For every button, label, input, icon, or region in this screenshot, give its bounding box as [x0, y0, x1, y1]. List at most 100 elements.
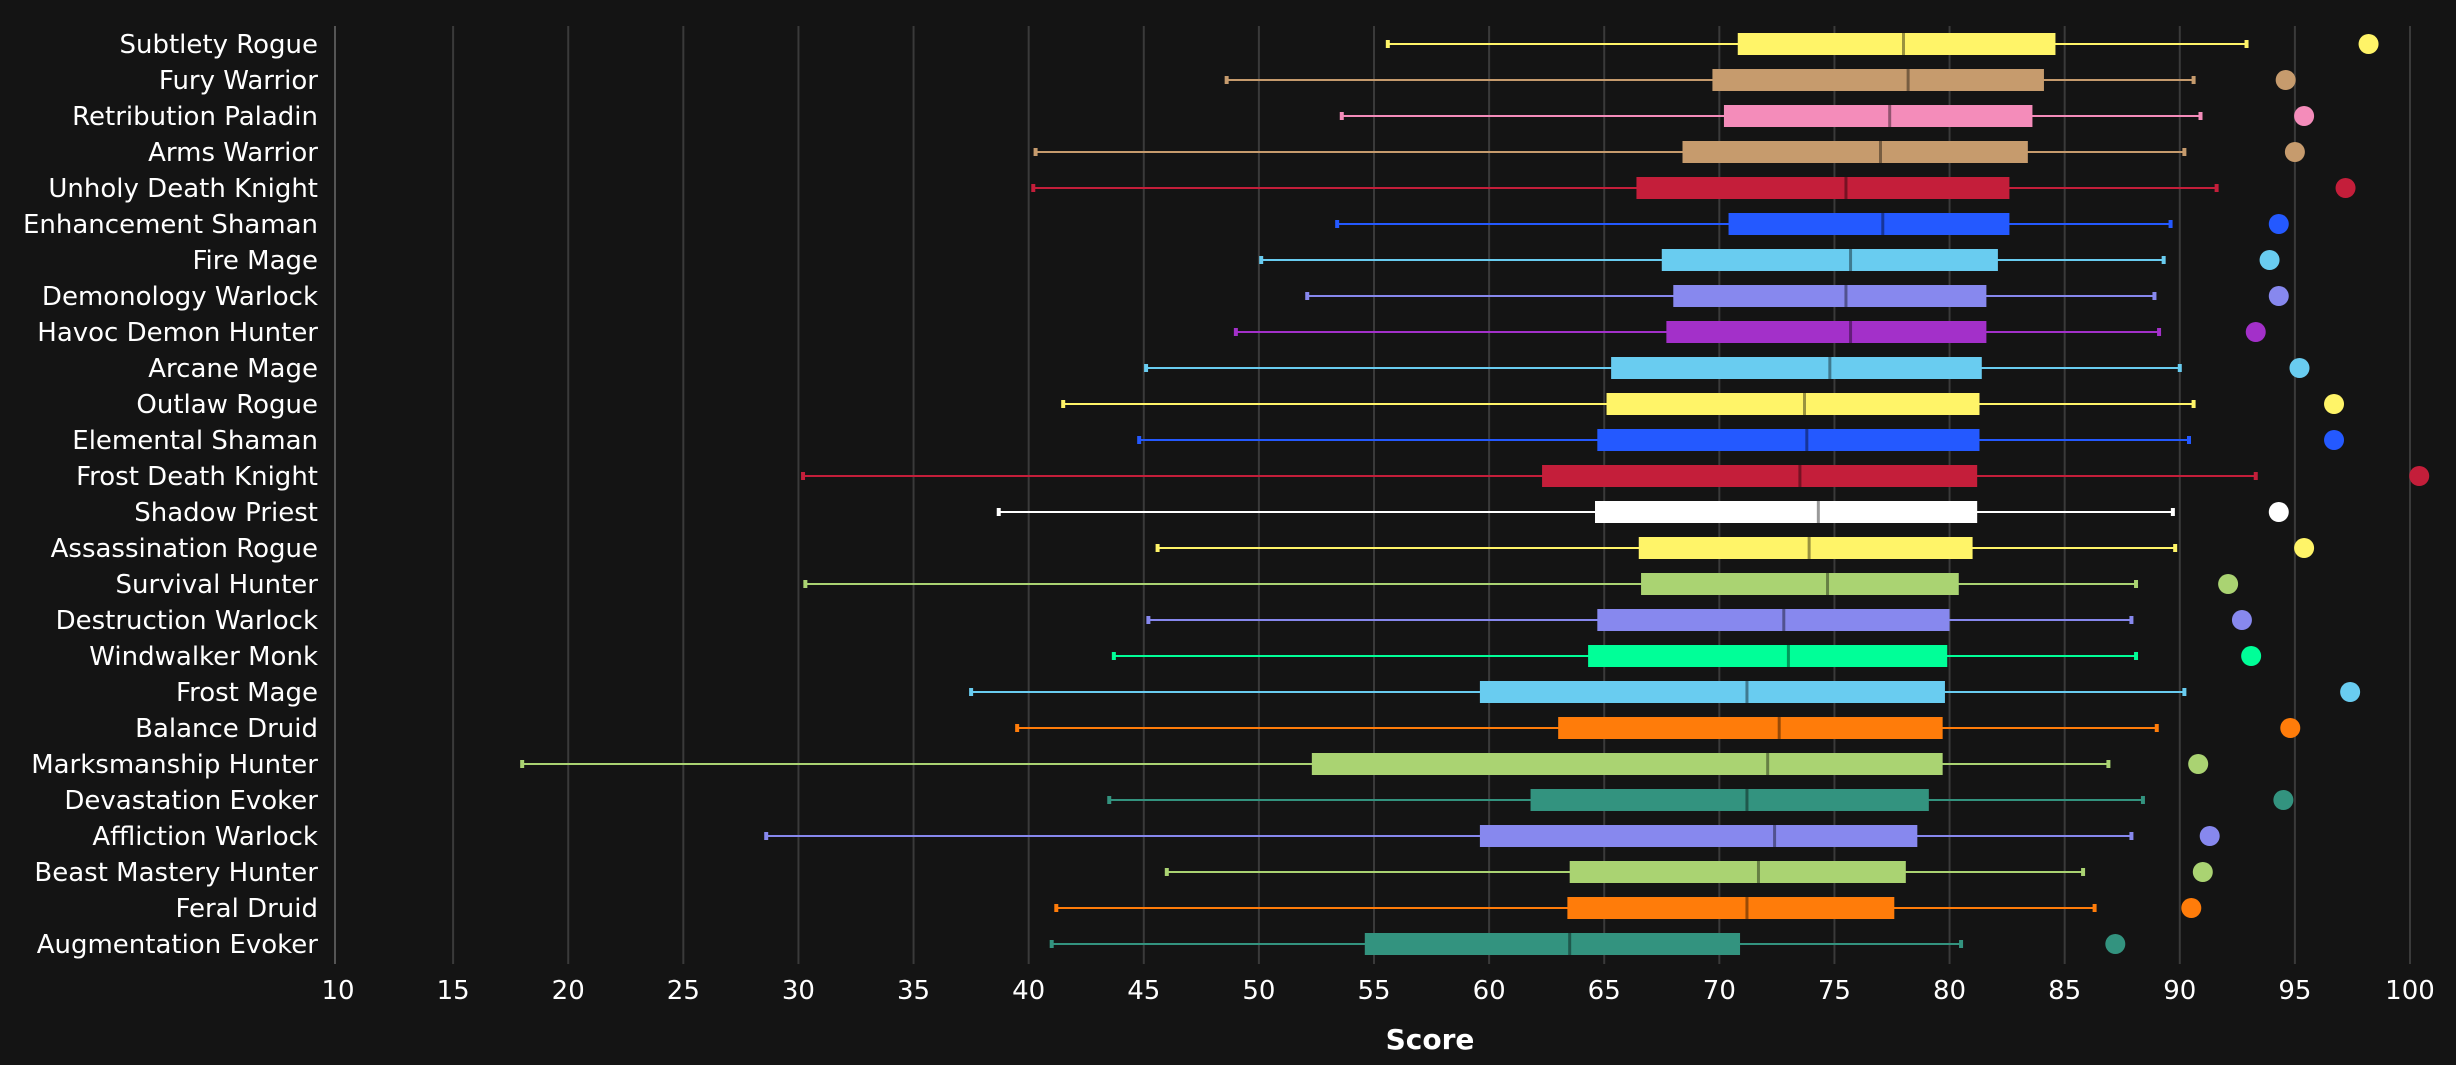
- iqr-box: [1661, 249, 1998, 271]
- category-label: Augmentation Evoker: [37, 930, 319, 960]
- outlier-point: [2268, 502, 2289, 522]
- iqr-box: [1712, 69, 2044, 91]
- box-group: [803, 573, 2239, 595]
- category-label: Havoc Demon Hunter: [37, 318, 318, 348]
- category-label: Arms Warrior: [148, 138, 318, 168]
- outlier-point: [2275, 70, 2296, 90]
- box-group: [1259, 249, 2280, 271]
- category-label: Beast Mastery Hunter: [34, 858, 318, 888]
- outlier-point: [2324, 430, 2345, 450]
- x-tick-label: 100: [2385, 976, 2435, 1006]
- outlier-point: [2294, 538, 2315, 558]
- x-tick-label: 95: [2278, 976, 2311, 1006]
- category-label: Arcane Mage: [148, 354, 318, 384]
- category-label: Destruction Warlock: [56, 606, 318, 636]
- box-group: [1164, 861, 2213, 883]
- iqr-box: [1728, 213, 2010, 235]
- iqr-box: [1641, 573, 1959, 595]
- box-group: [1385, 33, 2379, 55]
- outlier-point: [2105, 934, 2126, 954]
- outlier-point: [2273, 790, 2294, 810]
- category-label: Balance Druid: [135, 714, 318, 744]
- x-tick-label: 85: [2048, 976, 2081, 1006]
- outlier-point: [2192, 862, 2213, 882]
- category-label: Frost Death Knight: [76, 462, 318, 492]
- x-tick-label: 45: [1127, 976, 1160, 1006]
- x-tick-label: 80: [1933, 976, 1966, 1006]
- category-label: Shadow Priest: [134, 498, 318, 528]
- iqr-box: [1364, 933, 1741, 955]
- box-group: [1033, 141, 2305, 163]
- outlier-point: [2231, 610, 2252, 630]
- category-label: Fury Warrior: [159, 66, 318, 96]
- outlier-point: [2324, 394, 2345, 414]
- category-label: Feral Druid: [175, 894, 318, 924]
- iqr-box: [1723, 105, 2033, 127]
- box-group: [1054, 897, 2202, 919]
- boxes-layer: [520, 33, 2430, 955]
- iqr-box: [1588, 645, 1948, 667]
- x-tick-label: 75: [1818, 976, 1851, 1006]
- x-tick-label: 55: [1357, 976, 1390, 1006]
- iqr-box: [1737, 33, 2056, 55]
- outlier-point: [2181, 898, 2202, 918]
- category-label: Windwalker Monk: [89, 642, 318, 672]
- box-group: [1061, 393, 2345, 415]
- outlier-point: [2358, 34, 2379, 54]
- box-group: [1031, 177, 2356, 199]
- box-group: [1107, 789, 2294, 811]
- iqr-box: [1569, 861, 1906, 883]
- iqr-box: [1542, 465, 1978, 487]
- outlier-point: [2241, 646, 2262, 666]
- category-labels: Subtlety Rogue Fury Warrior Retribution Pa…: [23, 30, 318, 960]
- category-label: Demonology Warlock: [42, 282, 318, 312]
- outlier-point: [2294, 106, 2315, 126]
- category-label: Unholy Death Knight: [48, 174, 318, 204]
- x-tick-label: 30: [782, 976, 815, 1006]
- x-axis-label: Score: [1386, 1023, 1475, 1056]
- box-group: [1111, 645, 2262, 667]
- outlier-point: [2284, 142, 2305, 162]
- x-tick-label: 65: [1588, 976, 1621, 1006]
- outlier-point: [2289, 358, 2310, 378]
- box-group: [996, 501, 2289, 523]
- x-tick-label: 15: [437, 976, 470, 1006]
- outlier-point: [2245, 322, 2266, 342]
- x-tick-label: 10: [321, 976, 354, 1006]
- outlier-point: [2188, 754, 2209, 774]
- outlier-point: [2340, 682, 2361, 702]
- iqr-box: [1638, 537, 1973, 559]
- x-tick-label: 90: [2163, 976, 2196, 1006]
- box-group: [1305, 285, 2289, 307]
- category-label: Subtlety Rogue: [119, 30, 318, 60]
- iqr-box: [1611, 357, 1982, 379]
- box-group: [1049, 933, 2126, 955]
- category-label: Affliction Warlock: [92, 822, 318, 852]
- iqr-box: [1558, 717, 1943, 739]
- iqr-box: [1479, 681, 1945, 703]
- iqr-box: [1530, 789, 1929, 811]
- iqr-box: [1636, 177, 2010, 199]
- iqr-box: [1682, 141, 2028, 163]
- outlier-point: [2199, 826, 2220, 846]
- box-group: [1144, 357, 2310, 379]
- box-group: [1015, 717, 2301, 739]
- outlier-point: [2259, 250, 2280, 270]
- iqr-box: [1479, 825, 1918, 847]
- iqr-box: [1567, 897, 1895, 919]
- x-axis-ticks: 10 15 20 25 30 35 40 45 50 55 60 65 70 75 80 85 90 95 100: [321, 976, 2434, 1006]
- iqr-box: [1673, 285, 1987, 307]
- x-tick-label: 60: [1473, 976, 1506, 1006]
- outlier-point: [2268, 286, 2289, 306]
- x-tick-label: 50: [1242, 976, 1275, 1006]
- category-label: Elemental Shaman: [72, 426, 318, 456]
- box-group: [1155, 537, 2315, 559]
- x-tick-label: 35: [897, 976, 930, 1006]
- box-group: [969, 681, 2361, 703]
- outlier-point: [2409, 466, 2430, 486]
- box-group: [764, 825, 2220, 847]
- iqr-box: [1595, 501, 1978, 523]
- x-tick-label: 20: [552, 976, 585, 1006]
